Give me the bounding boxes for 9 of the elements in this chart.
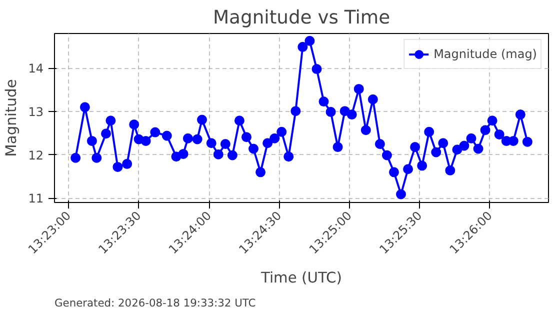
y-tick-label: 14 [28, 62, 44, 76]
text: Generated: 2026-08-18 19:33:32 UTC [54, 296, 256, 310]
y-tick-label: 12 [28, 148, 44, 162]
y-tick-label: 13 [28, 105, 44, 119]
y-axis-title: Magnitude [3, 79, 20, 157]
legend-label: Magnitude (mag) [434, 47, 537, 61]
chart-title: Magnitude vs Time [212, 8, 390, 28]
x-axis-title: Time (UTC) [260, 270, 342, 287]
y-tick-label: 11 [28, 192, 44, 206]
